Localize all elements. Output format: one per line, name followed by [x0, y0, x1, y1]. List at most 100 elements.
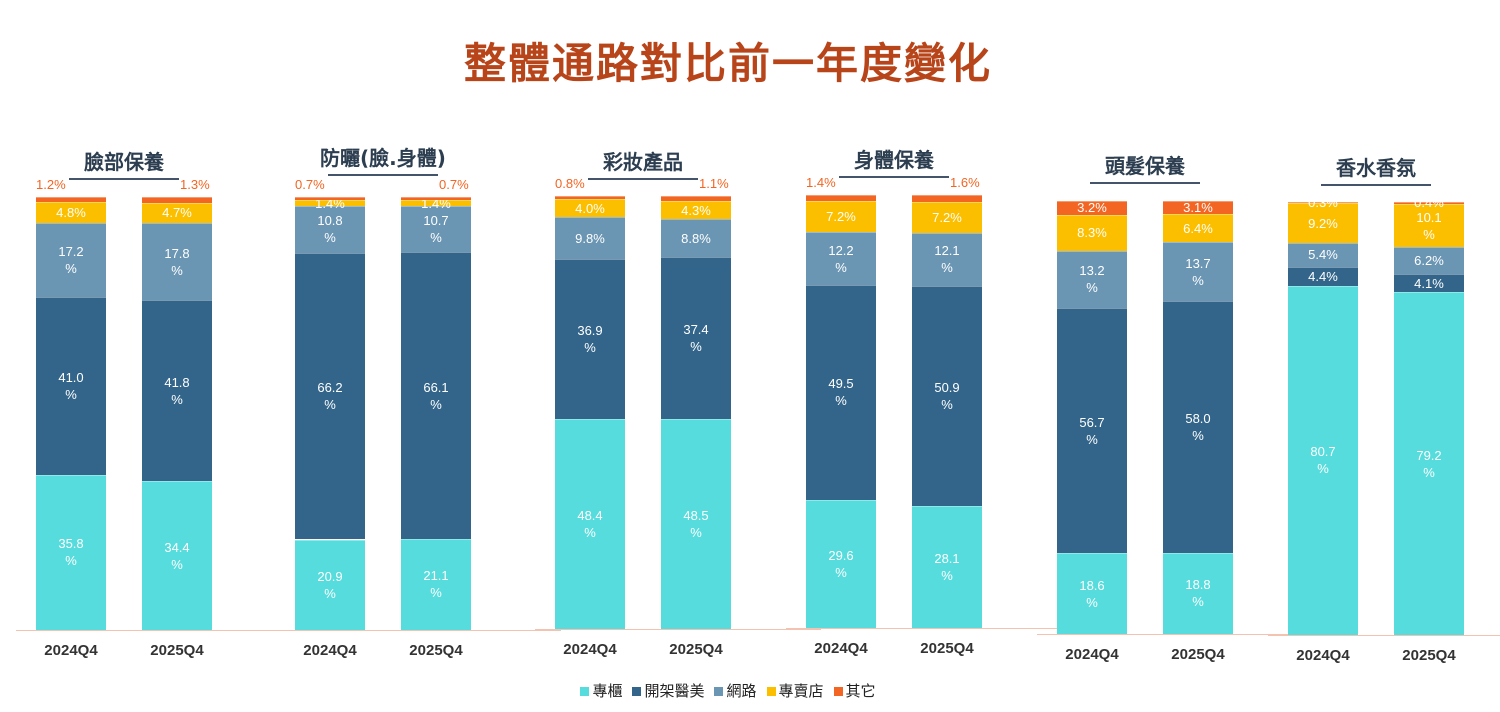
x-tick-label: 2024Q4 — [1065, 646, 1119, 663]
data-label: 6.4% — [1183, 220, 1213, 236]
data-label: 34.4 % — [164, 539, 190, 572]
bar-segment-開架醫美 — [401, 252, 471, 539]
legend-swatch — [766, 687, 776, 696]
bar-segment-專櫃 — [295, 539, 365, 630]
bar-segment-專賣店 — [142, 202, 212, 223]
bar-segment-網路 — [1057, 250, 1127, 308]
data-label: 66.2 % — [317, 380, 343, 413]
bar-segment-其它 — [1163, 201, 1233, 215]
bar-segment-專櫃 — [401, 538, 471, 630]
x-tick-label: 2025Q4 — [920, 640, 974, 657]
data-label: 0.8% — [555, 176, 585, 191]
legend-label: 網路 — [726, 682, 757, 700]
bar-segment-開架醫美 — [912, 285, 982, 507]
bar-segment-專櫃 — [36, 474, 106, 630]
data-label: 5.4% — [1308, 247, 1338, 263]
data-label: 49.5 % — [828, 376, 854, 409]
data-label: 13.2 % — [1079, 263, 1105, 296]
bar-segment-開架醫美 — [1057, 307, 1127, 554]
data-label: 9.2% — [1308, 215, 1338, 231]
data-label: 18.6 % — [1079, 577, 1105, 610]
data-label: 10.1 % — [1416, 209, 1442, 242]
bar-segment-專賣店 — [555, 199, 625, 217]
bar-segment-專賣店 — [1394, 203, 1464, 248]
x-axis-line — [275, 630, 561, 631]
bar-segment-專賣店 — [1288, 203, 1358, 244]
data-label: 50.9 % — [934, 379, 960, 412]
data-label: 13.7 % — [1185, 255, 1211, 288]
bar-segment-網路 — [1288, 243, 1358, 267]
bar-segment-其它 — [295, 197, 365, 201]
bar-segment-網路 — [1394, 247, 1464, 275]
bar-segment-其它 — [1394, 202, 1464, 204]
bar-segment-開架醫美 — [555, 259, 625, 420]
bar-segment-專賣店 — [912, 201, 982, 234]
legend-swatch — [714, 687, 724, 696]
bar-segment-專賣店 — [1163, 214, 1233, 243]
bar-segment-開架醫美 — [295, 252, 365, 540]
data-label: 41.8 % — [164, 374, 190, 407]
legend-item: 開架醫美 — [632, 682, 704, 700]
bar-segment-專櫃 — [1057, 553, 1127, 634]
bar-segment-開架醫美 — [1288, 266, 1358, 286]
legend-item: 專賣店 — [766, 682, 824, 700]
panel-title: 頭髮保養 — [1105, 154, 1185, 178]
x-tick-label: 2025Q4 — [669, 641, 723, 658]
bar-segment-網路 — [142, 222, 212, 301]
data-label: 7.2% — [826, 209, 856, 225]
data-label: 29.6 % — [828, 547, 854, 580]
data-label: 56.7 % — [1079, 414, 1105, 447]
data-label: 21.1 % — [423, 568, 449, 601]
x-tick-label: 2024Q4 — [44, 642, 98, 659]
bar-segment-開架醫美 — [1163, 301, 1233, 553]
panel-title: 彩妝產品 — [603, 150, 683, 174]
bar-segment-專櫃 — [1163, 552, 1233, 634]
x-axis-line — [16, 630, 302, 631]
data-label: 37.4 % — [683, 322, 709, 355]
panel-title-underline — [1321, 184, 1431, 186]
bar-segment-專櫃 — [1394, 292, 1464, 635]
bar-segment-其它 — [806, 195, 876, 202]
x-tick-label: 2024Q4 — [563, 641, 617, 658]
data-label: 7.2% — [932, 210, 962, 226]
bar-segment-專賣店 — [401, 200, 471, 207]
bar-segment-專櫃 — [661, 419, 731, 629]
bar-segment-專賣店 — [1057, 214, 1127, 251]
bar-segment-其它 — [1057, 201, 1127, 215]
bar-segment-網路 — [806, 232, 876, 286]
bar-segment-其它 — [1288, 202, 1358, 204]
bar-segment-其它 — [142, 197, 212, 203]
legend-swatch — [632, 687, 642, 696]
x-tick-label: 2025Q4 — [1171, 646, 1225, 663]
data-label: 0.7% — [295, 177, 325, 192]
data-label: 48.4 % — [577, 508, 603, 541]
data-label: 0.7% — [439, 177, 469, 192]
bar-segment-專櫃 — [806, 499, 876, 628]
data-label: 48.5 % — [683, 508, 709, 541]
bar-segment-開架醫美 — [1394, 274, 1464, 293]
x-axis-line — [535, 629, 821, 630]
data-label: 0.4% — [1414, 195, 1444, 211]
panel-title: 臉部保養 — [84, 150, 164, 174]
bar-segment-網路 — [555, 216, 625, 260]
data-label: 9.8% — [575, 230, 605, 246]
panel-title: 香水香氛 — [1336, 156, 1416, 180]
data-label: 6.2% — [1414, 253, 1444, 269]
panel-title-underline — [1090, 182, 1200, 184]
data-label: 35.8 % — [58, 536, 84, 569]
legend-label: 專賣店 — [778, 682, 824, 700]
panel-title-underline — [328, 174, 438, 176]
data-label: 20.9 % — [317, 568, 343, 601]
bar-segment-專賣店 — [661, 200, 731, 220]
x-tick-label: 2024Q4 — [303, 642, 357, 659]
data-label: 4.8% — [56, 205, 86, 221]
bar-segment-開架醫美 — [142, 300, 212, 482]
bar-segment-其它 — [401, 197, 471, 201]
legend-label: 其它 — [845, 682, 876, 700]
legend: 專櫃 開架醫美 網路 專賣店 其它 — [0, 680, 1456, 701]
data-label: 1.2% — [36, 177, 66, 192]
data-label: 12.2 % — [828, 242, 854, 275]
bar-segment-專賣店 — [36, 202, 106, 223]
x-tick-label: 2025Q4 — [409, 642, 463, 659]
